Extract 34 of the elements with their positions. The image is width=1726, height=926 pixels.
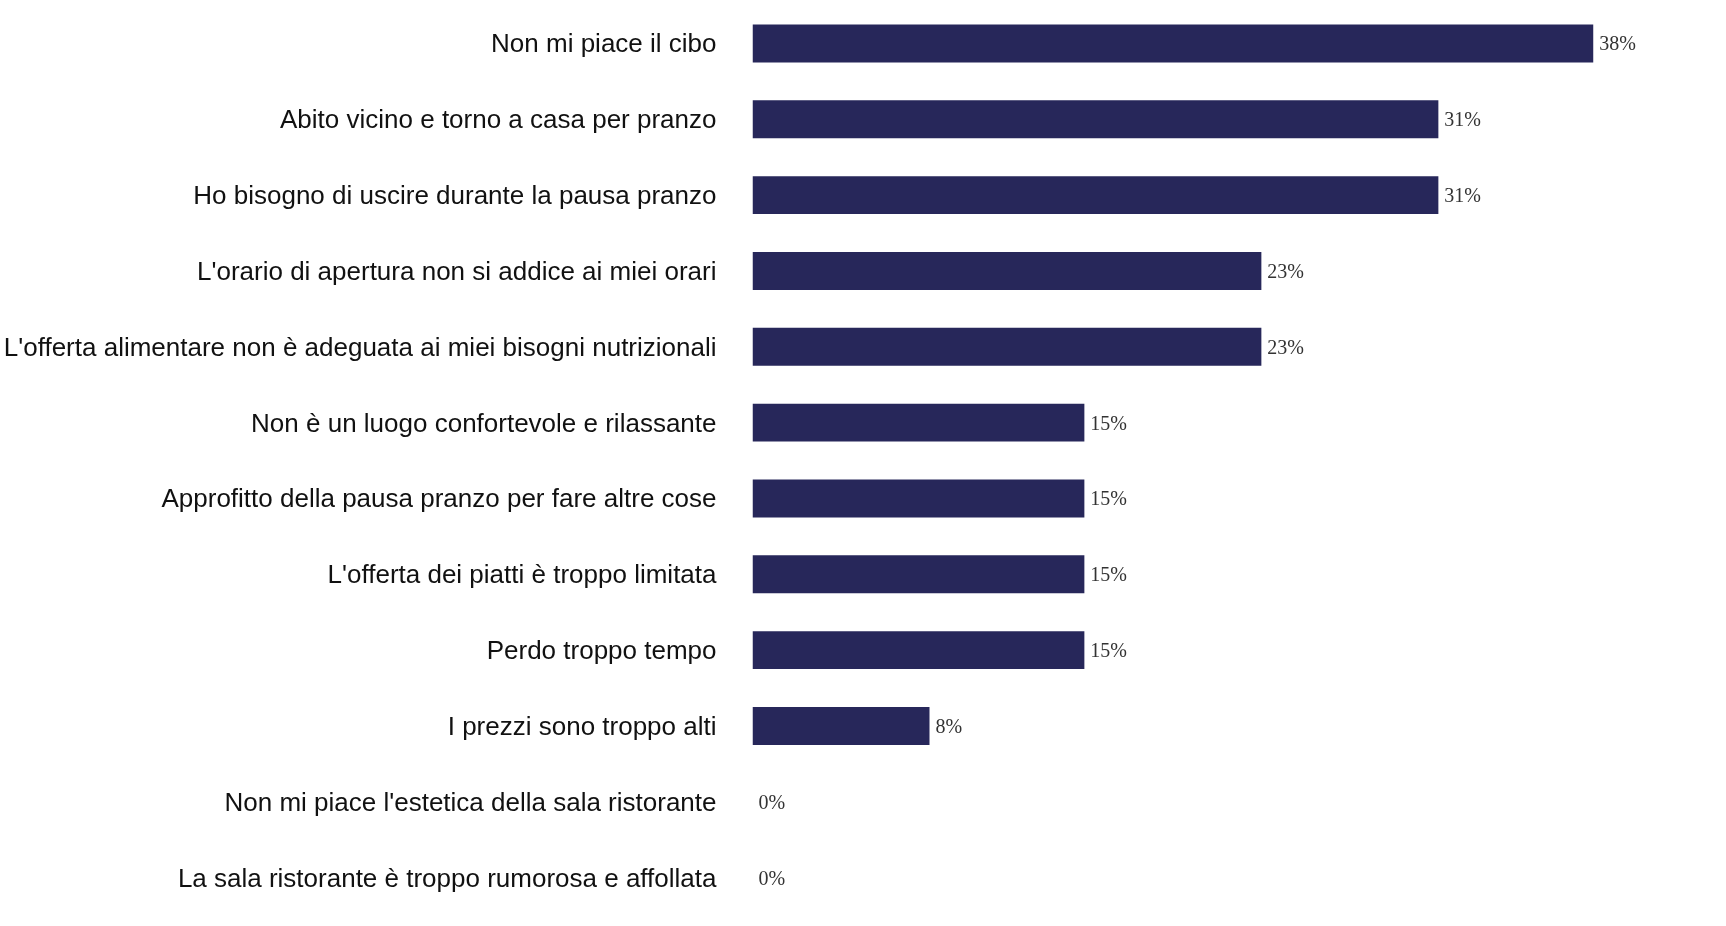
- y-tick-label: Abito vicino e torno a casa per pranzo: [280, 104, 717, 135]
- data-label: 0%: [758, 866, 786, 889]
- y-tick-label: Non è un luogo confortevole e rilassante: [251, 407, 717, 438]
- data-label: 8%: [935, 714, 963, 737]
- data-label: 23%: [1267, 259, 1305, 282]
- y-tick-label: L'orario di apertura non si addice ai miei orari: [197, 255, 717, 286]
- data-label: 15%: [1090, 563, 1128, 586]
- bar: [752, 631, 1085, 670]
- y-tick-label: L'offerta dei piatti è troppo limitata: [327, 559, 718, 590]
- data-label: 31%: [1444, 108, 1482, 131]
- y-tick-label: Ho bisogno di uscire durante la pausa pranzo: [193, 180, 717, 211]
- y-tick-label: I prezzi sono troppo alti: [447, 710, 717, 741]
- data-label: 15%: [1090, 639, 1128, 662]
- bar: [752, 403, 1085, 442]
- bar: [752, 706, 930, 745]
- bar: [752, 555, 1085, 594]
- data-label: 23%: [1267, 335, 1305, 358]
- data-label: 0%: [758, 790, 786, 813]
- data-label: 38%: [1599, 32, 1636, 55]
- y-tick-label: L'offerta alimentare non è adeguata ai miei bisogni nutrizionali: [3, 331, 717, 362]
- y-tick-label: La sala ristorante è troppo rumorosa e affollata: [177, 862, 718, 893]
- data-label: 15%: [1090, 487, 1128, 510]
- bar: [752, 251, 1262, 290]
- data-label: 15%: [1090, 411, 1128, 434]
- bar: [752, 176, 1439, 215]
- bar: [752, 24, 1594, 63]
- bar: [752, 479, 1085, 518]
- data-label: 31%: [1444, 184, 1482, 207]
- bar: [752, 100, 1439, 139]
- y-tick-label: Approfitto della pausa pranzo per fare altre cose: [161, 483, 717, 514]
- y-tick-label: Non mi piace il cibo: [491, 28, 717, 59]
- y-tick-label: Perdo troppo tempo: [486, 635, 717, 666]
- bar: [752, 327, 1262, 366]
- y-tick-label: Non mi piace l'estetica della sala ristorante: [224, 786, 717, 817]
